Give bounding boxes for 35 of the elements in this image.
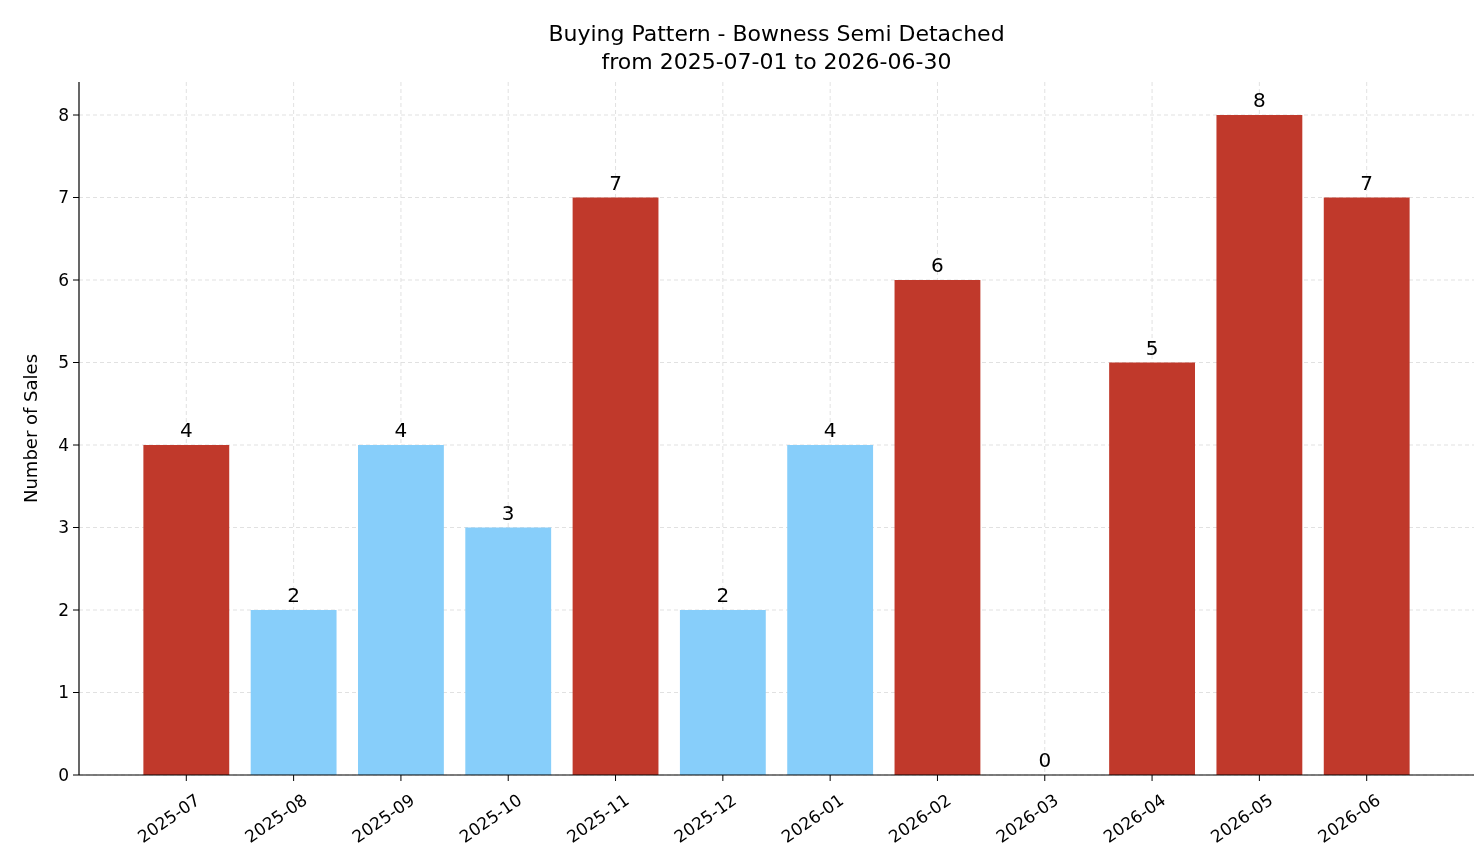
bar	[572, 197, 659, 775]
y-tick-label: 8	[58, 104, 69, 125]
bar	[787, 445, 874, 775]
bar	[250, 610, 337, 775]
chart-title: Buying Pattern - Bowness Semi Detached	[548, 21, 1005, 46]
data-label: 6	[931, 253, 944, 277]
y-tick-label: 7	[58, 187, 69, 208]
bar	[1216, 115, 1303, 775]
data-label: 4	[394, 418, 408, 442]
y-tick-label: 2	[58, 599, 69, 620]
y-tick-label: 3	[58, 517, 69, 538]
data-label: 3	[501, 500, 515, 525]
data-label: 0	[1038, 748, 1052, 772]
y-tick-label: 4	[58, 434, 69, 455]
data-label: 2	[716, 583, 730, 607]
bar	[358, 445, 444, 775]
y-axis-title: Number of Sales	[20, 353, 41, 504]
data-label: 4	[823, 418, 837, 442]
bar	[679, 610, 766, 775]
bar	[465, 527, 552, 775]
y-tick-label: 0	[58, 764, 69, 785]
y-tick-label: 1	[58, 682, 69, 703]
chart-subtitle: from 2025-07-01 to 2026-06-30	[601, 49, 952, 74]
data-label: 2	[287, 583, 300, 607]
bar	[894, 280, 981, 775]
bar	[1323, 197, 1410, 775]
data-label: 7	[1360, 170, 1374, 195]
data-label: 4	[179, 418, 193, 442]
data-label: 7	[609, 170, 622, 195]
bar	[1109, 362, 1195, 775]
y-tick-label: 5	[58, 352, 69, 373]
data-label: 5	[1145, 335, 1159, 360]
y-tick-label: 6	[58, 269, 69, 290]
bar	[143, 445, 230, 775]
data-label: 8	[1253, 88, 1266, 112]
